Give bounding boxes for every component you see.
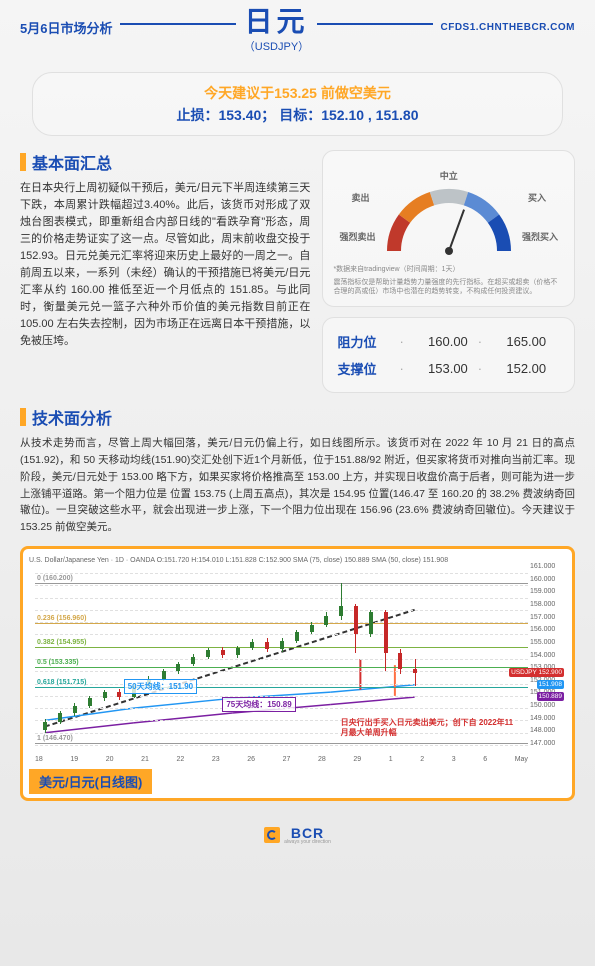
fundamental-title: 基本面汇总 [32,150,112,174]
logo-subtitle: always your direction [284,839,331,845]
resistance-v2: 165.00 [492,334,546,349]
header-rule-left [120,23,235,25]
chart-title: 美元/日元(日线图) [29,769,152,794]
title-block: 日元 （USDJPY） [244,0,309,54]
header-rule-right [317,23,432,25]
sentiment-gauge-box: 中立 卖出 买入 强烈卖出 强烈买入 *数据来自tradingview（时间周期… [322,150,575,307]
gauge-sell-label: 卖出 [351,191,369,204]
resistance-v1: 160.00 [414,334,468,349]
resistance-row: 阻力位 · 160.00 · 165.00 [337,328,560,355]
chart-container: U.S. Dollar/Japanese Yen · 1D · OANDA O:… [29,557,566,767]
fundamental-section: 基本面汇总 在日本央行上周初疑似干预后，美元/日元下半周连续第三天下跌，本周累计… [20,150,310,393]
technical-title: 技术面分析 [32,405,112,429]
section-bar-icon [20,153,26,171]
support-label: 支撑位 [337,359,389,378]
logo-icon [264,827,280,843]
section-bar-icon [20,408,26,426]
recommendation-action: 今天建议于153.25 前做空美元 [49,83,546,103]
header: 5月6日市场分析 日元 （USDJPY） CFDS1.CHNTHEBCR.COM [0,0,595,54]
title-main: 日元 [244,0,309,40]
resistance-label: 阻力位 [337,332,389,351]
gauge-strong-sell-label: 强烈卖出 [339,230,375,243]
header-url: CFDS1.CHNTHEBCR.COM [441,22,576,33]
footer: BCR always your direction [0,811,595,862]
chart-y-axis: 161.000160.000159.000158.000157.000156.0… [530,563,564,747]
recommendation-box: 今天建议于153.25 前做空美元 止损：153.40； 目标：152.10 ,… [32,72,563,136]
chart-frame: U.S. Dollar/Japanese Yen · 1D · OANDA O:… [20,546,575,801]
analysis-date: 5月6日市场分析 [20,18,112,37]
levels-box: 阻力位 · 160.00 · 165.00 支撑位 · 153.00 · 152… [322,317,575,393]
support-row: 支撑位 · 153.00 · 152.00 [337,355,560,382]
support-v2: 152.00 [492,361,546,376]
technical-body: 从技术走势而言，尽管上周大幅回落，美元/日元仍偏上行，如日线图所示。该货币对在 … [20,435,575,536]
footer-logo: BCR always your direction [264,825,331,845]
chart-x-axis: 181920212223262728291236May [35,756,528,763]
recommendation-levels: 止损：153.40； 目标：152.10 , 151.80 [49,105,546,125]
gauge-neutral-label: 中立 [440,169,458,182]
fundamental-body: 在日本央行上周初疑似干预后，美元/日元下半周连续第三天下跌，本周累计跌幅超过3.… [20,180,310,350]
technical-section: 技术面分析 从技术走势而言，尽管上周大幅回落，美元/日元仍偏上行，如日线图所示。… [0,393,595,536]
chart-legend: U.S. Dollar/Japanese Yen · 1D · OANDA O:… [29,557,566,564]
chart-plot-area: 0 (160.200)0.236 (156.960)0.382 (154.955… [35,573,528,745]
gauge-buy-label: 买入 [528,191,546,204]
gauge-strong-buy-label: 强烈买入 [522,230,558,243]
sentiment-gauge: 中立 卖出 买入 强烈卖出 强烈买入 [333,161,564,261]
gauge-disclaimer: 震荡指标仅是帮助计量趋势力量强度的先行指标。在超买或超卖（价格不合理的高或低）市… [333,278,564,296]
support-v1: 153.00 [414,361,468,376]
title-sub: （USDJPY） [244,38,309,54]
gauge-source-note: *数据来自tradingview（时间周期：1天） [333,265,564,274]
